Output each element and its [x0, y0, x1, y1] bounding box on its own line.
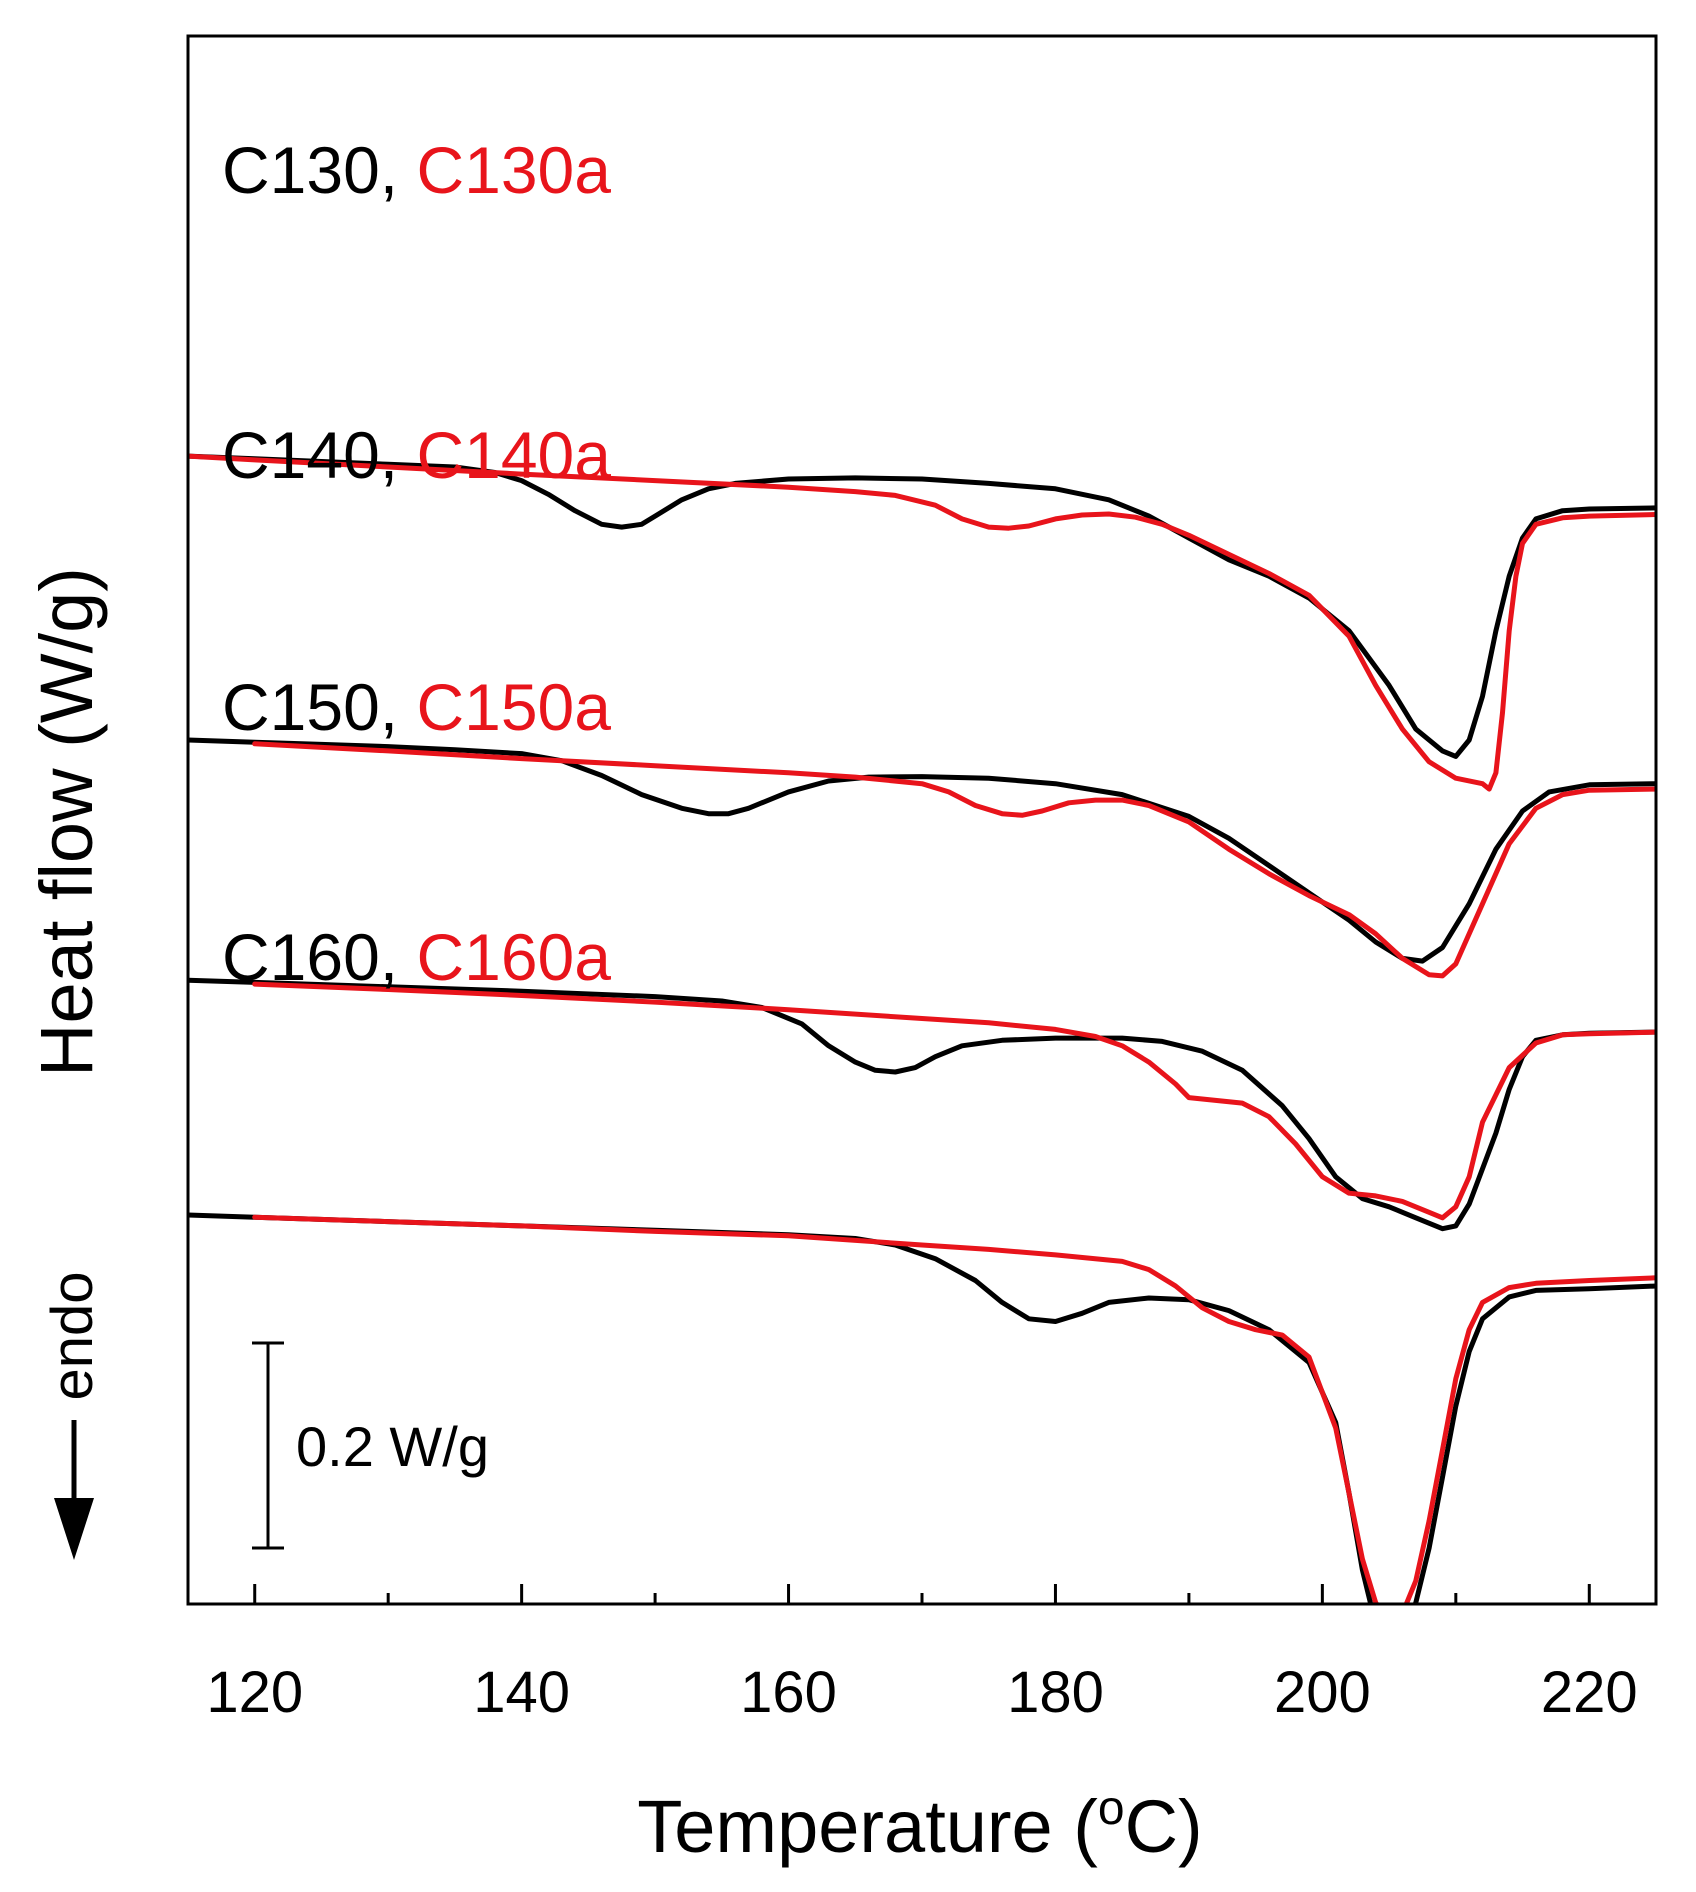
series-label-c150a: C150, C150a — [222, 670, 611, 744]
series-label-black-part: C130, — [222, 133, 416, 207]
series-label-red-part: C140a — [416, 418, 611, 492]
curves-layer — [188, 453, 1656, 1604]
plot-frame — [186, 34, 1658, 1606]
x-axis-ticks — [253, 1584, 1591, 1604]
series-label-red-part: C150a — [416, 670, 611, 744]
x-tick-label-160: 160 — [740, 1660, 837, 1725]
endo-label: endo — [40, 1271, 105, 1400]
series-label-black-part: C140, — [222, 418, 416, 492]
curve-c130 — [188, 453, 1656, 759]
x-tick-label-200: 200 — [1274, 1660, 1371, 1725]
series-label-red-part: C130a — [416, 133, 611, 207]
curve-c140a — [252, 741, 1656, 979]
x-axis-title: Temperature (oC) — [637, 1782, 1202, 1868]
series-label-red-part: C160a — [416, 920, 611, 994]
curve-c160a — [252, 1214, 1656, 1604]
series-label-c140a: C140, C140a — [222, 418, 611, 492]
endo-arrow-icon — [54, 1420, 94, 1560]
x-axis-tick-labels: 120 140 160 180 200 220 — [206, 1660, 1637, 1725]
x-tick-label-220: 220 — [1541, 1660, 1638, 1725]
y-axis-title: Heat flow (W/g) — [25, 567, 108, 1077]
curve-c130a — [188, 453, 1656, 792]
scale-bar-label: 0.2 W/g — [296, 1415, 489, 1478]
series-labels: C130, C130a C140, C140a C150, C150a C160, C… — [222, 133, 611, 994]
series-label-black-part: C160, — [222, 920, 416, 994]
scale-bar — [252, 1341, 284, 1550]
x-tick-label-180: 180 — [1007, 1660, 1104, 1725]
series-label-black-part: C150, — [222, 670, 416, 744]
curve-c150a — [252, 981, 1656, 1221]
series-label-c130a: C130, C130a — [222, 133, 611, 207]
x-tick-label-120: 120 — [206, 1660, 303, 1725]
x-tick-label-140: 140 — [473, 1660, 570, 1725]
series-label-c160a: C160, C160a — [222, 920, 611, 994]
